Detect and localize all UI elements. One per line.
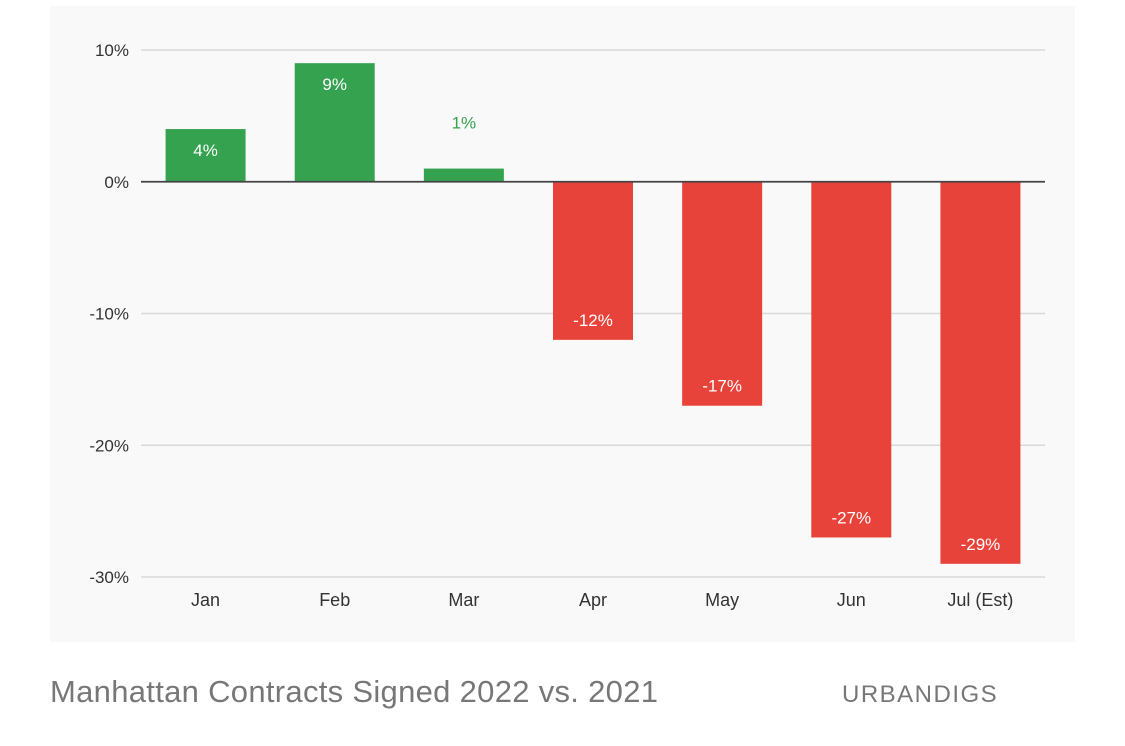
x-tick-label: Jun [837,590,866,610]
y-tick-label: 10% [95,41,129,60]
bar [940,181,1021,564]
bar [165,129,246,182]
x-tick-label: Mar [448,590,479,610]
data-label: 1% [452,114,477,133]
data-label: -27% [831,508,871,527]
y-tick-label: -20% [89,436,129,455]
bar-chart: 10% 0% -10% -20% -30% 4% Jan 9% Feb 1% Mar -12% Apr -… [89,41,1045,610]
bar [294,63,375,182]
y-tick-label: 0% [104,173,129,192]
data-label: -29% [961,535,1001,554]
chart-panel: 10% 0% -10% -20% -30% 4% Jan 9% Feb 1% Mar -12% Apr -… [50,6,1075,642]
x-tick-label: Jan [191,590,220,610]
bar [423,168,504,182]
x-tick-label: Feb [319,590,350,610]
data-label: 4% [193,141,218,160]
bar [553,181,633,340]
x-tick-label: Jul (Est) [947,590,1013,610]
bar [811,181,892,538]
data-label: -17% [702,377,742,396]
y-tick-label: -10% [89,305,129,324]
data-label: 9% [322,75,347,94]
source-credit: URBANDIGS [842,681,999,708]
bar [682,181,763,406]
chart-caption: Manhattan Contracts Signed 2022 vs. 2021 [50,674,659,709]
y-tick-label: -30% [89,568,129,587]
x-tick-label: Apr [579,590,607,610]
x-tick-label: May [705,590,739,610]
data-label: -12% [573,311,613,330]
